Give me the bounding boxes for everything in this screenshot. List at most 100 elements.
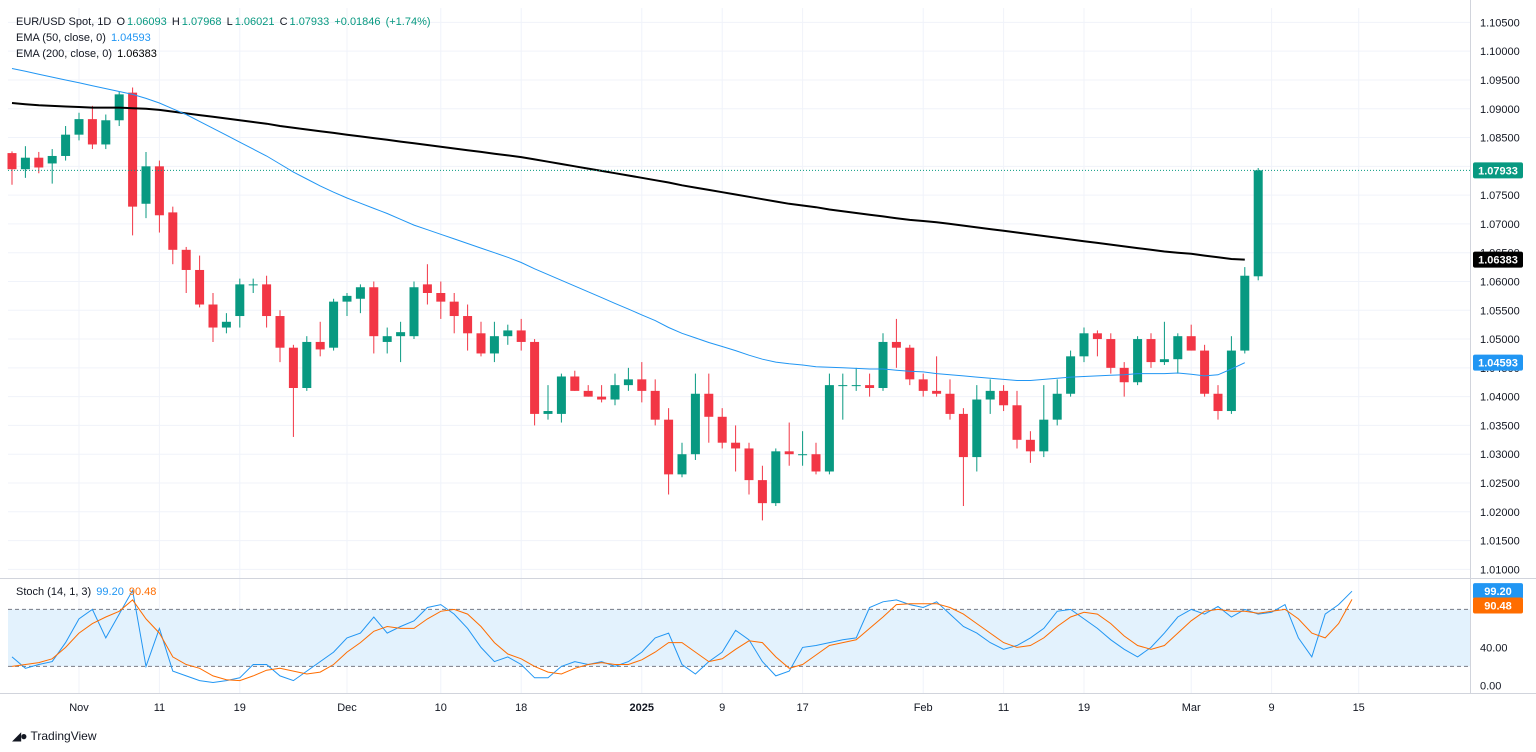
candle-body (20, 157, 30, 170)
candle (865, 373, 875, 397)
candle-body (1079, 333, 1089, 357)
candle-body (610, 385, 620, 400)
y-tick-label: 1.10000 (1480, 46, 1520, 58)
candle (570, 370, 580, 391)
open-label: O (116, 16, 125, 28)
candle (396, 321, 406, 363)
candle (704, 373, 714, 443)
candle (463, 304, 473, 351)
change-pct: (+1.74%) (385, 16, 431, 28)
candle-body (1146, 339, 1156, 363)
last-price-badge: 1.07933 (1473, 162, 1523, 179)
candle-body (623, 379, 633, 386)
candle (409, 281, 419, 340)
brand[interactable]: ◢● TradingView (12, 729, 97, 743)
stoch-k-badge-text: 99.20 (1484, 586, 1512, 598)
candle (958, 408, 968, 507)
candle (503, 324, 513, 345)
candle-body (570, 376, 580, 391)
candle (918, 373, 928, 397)
x-tick-label: 17 (796, 702, 808, 714)
indicator-lines (8, 68, 1470, 684)
candle-body (1240, 275, 1250, 351)
candle (1146, 333, 1156, 368)
candle-body (1025, 439, 1035, 452)
candle-body (1106, 339, 1116, 368)
candle (798, 431, 808, 466)
stoch-k-value: 99.20 (96, 586, 124, 598)
candle (1052, 379, 1062, 426)
candle-body (932, 390, 942, 394)
candle (851, 367, 861, 391)
candle (811, 442, 821, 475)
ema200-badge: 1.06383 (1473, 251, 1523, 268)
candle (342, 293, 352, 317)
candle-body (141, 166, 151, 204)
candle (449, 293, 459, 334)
candle (114, 91, 124, 127)
x-tick-label: 10 (435, 702, 447, 714)
low-label: L (226, 16, 233, 28)
candle (436, 281, 446, 319)
x-tick-label: 9 (719, 702, 725, 714)
candle-body (798, 454, 808, 456)
y-tick-label: 1.03000 (1480, 449, 1520, 461)
candle-body (382, 336, 392, 342)
x-tick-label: 15 (1353, 702, 1365, 714)
candle (945, 379, 955, 420)
candle-body (717, 416, 727, 443)
ema200-badge-box (1473, 251, 1523, 268)
candle-body (449, 301, 459, 317)
candle (315, 321, 325, 357)
candle (61, 126, 71, 161)
candle-body (1253, 170, 1263, 277)
ema50-label: EMA (50, close, 0) (16, 32, 106, 44)
candle (664, 408, 674, 495)
candle (1159, 321, 1169, 365)
candle (530, 339, 540, 426)
candle-body (744, 448, 754, 481)
y-tick-label: 1.02000 (1480, 507, 1520, 519)
ema50-line (11, 68, 1246, 381)
candle (195, 255, 205, 308)
candle (47, 149, 57, 184)
x-tick-label: 9 (1269, 702, 1275, 714)
candle (1079, 327, 1089, 363)
candle (248, 278, 258, 293)
candle (1226, 336, 1236, 414)
candle (757, 465, 767, 521)
symbol-legend[interactable]: EUR/USD Spot, 1D O 1.06093 H 1.07968 L 1.06… (16, 14, 433, 30)
candle (610, 373, 620, 406)
candle-body (1133, 339, 1143, 383)
candle-body (1213, 393, 1223, 412)
candle-body (248, 284, 258, 286)
ema200-badge-text: 1.06383 (1478, 255, 1518, 267)
ema200-legend[interactable]: EMA (200, close, 0) 1.06383 (16, 46, 159, 62)
low-value: 1.06021 (234, 16, 275, 28)
open-value: 1.06093 (127, 16, 167, 28)
candle (1253, 168, 1263, 281)
candle (1025, 431, 1035, 463)
candle-body (168, 212, 178, 250)
candle-body (972, 399, 982, 458)
ema50-legend[interactable]: EMA (50, close, 0) 1.04593 (16, 30, 153, 46)
candle-body (369, 287, 379, 337)
y-tick-label: 1.03500 (1480, 420, 1520, 432)
stoch-tick-label: 0.00 (1480, 680, 1501, 692)
stoch-d-badge-box (1473, 597, 1523, 614)
candle-body (824, 385, 834, 472)
stoch-k-line (11, 588, 1353, 684)
candle (489, 321, 499, 363)
candle-body (181, 249, 191, 270)
candle-body (650, 390, 660, 420)
candle (1186, 324, 1196, 351)
last-price-badge-text: 1.07933 (1478, 165, 1518, 177)
candle (824, 373, 834, 475)
stoch-legend[interactable]: Stoch (14, 1, 3) 99.20 90.48 (16, 584, 158, 600)
candle-body (811, 454, 821, 472)
candle-body (74, 119, 84, 135)
candle-body (436, 293, 446, 302)
grid-lines (8, 8, 1470, 693)
ema200-line (11, 102, 1245, 261)
